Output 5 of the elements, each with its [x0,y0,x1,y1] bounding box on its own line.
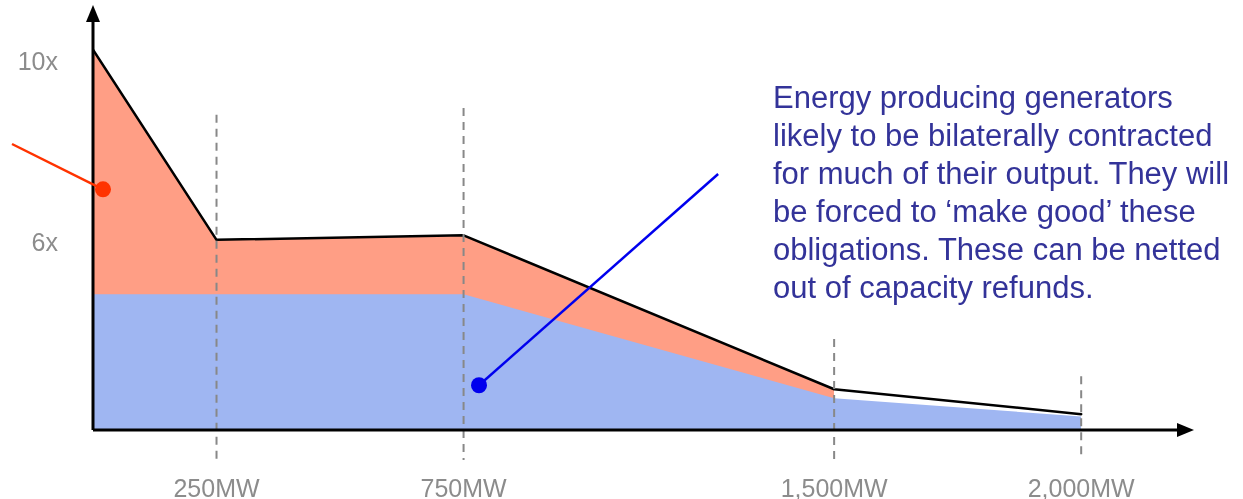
y-tick-label: 6x [31,228,59,257]
x-tick-label: 250MW [173,473,260,499]
x-tick-label: 750MW [420,473,508,499]
annotation: Energy producing generators likely to be bilaterally contracted for much of their output. They will be forced to ‘make good’ these obligations. These can be netted out of capacity refunds. [773,79,1231,307]
y-tick-label: 10x [17,47,59,76]
